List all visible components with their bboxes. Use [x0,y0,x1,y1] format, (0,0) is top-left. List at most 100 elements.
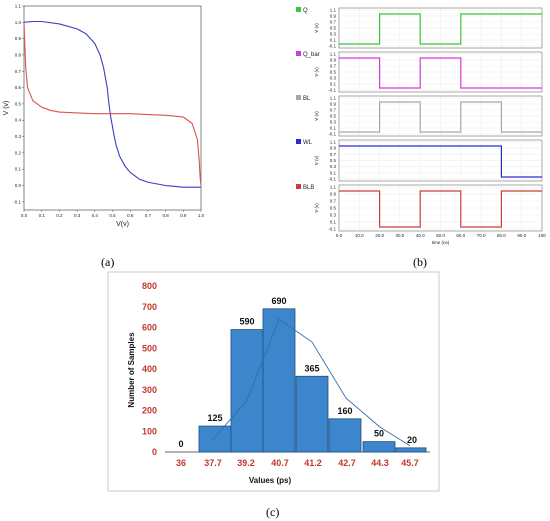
y-tick-label: 0.1 [330,38,337,43]
bar-2 [230,329,264,453]
y-tick-label: 0.1 [330,170,337,175]
y-tick-label: 0 [152,447,157,457]
y-tick-label: 0.5 [15,101,22,106]
data-label-0: 0 [178,439,183,449]
bar-4 [295,375,329,453]
data-label-3: 690 [271,296,286,306]
x-tick-label: 0.3 [74,213,81,218]
y-tick-label: 0.7 [330,64,337,69]
x-tick-label: 90.0 [517,233,526,238]
y-tick-label: 400 [142,364,157,374]
y-axis-label: V (v) [314,67,319,77]
x-tick-label: 0.4 [92,213,99,218]
y-tick-label: 0.3 [330,120,337,125]
data-label-1: 125 [207,413,222,423]
y-axis-label: V (v) [314,23,319,33]
x-tick-label: 0.9 [180,213,187,218]
x-tick-label: 30.0 [396,233,405,238]
legend-swatch-BL [296,95,301,100]
signal-trace-BLB [339,190,542,228]
y-tick-label: 0.5 [330,206,337,211]
x-tick-label: 0.1 [39,213,46,218]
legend-swatch-BLB [296,184,301,189]
y-tick-label: 0.0 [15,183,22,188]
x-tick-label: 80.0 [497,233,506,238]
y-axis-label: V (v) [314,111,319,121]
y-tick-label: 800 [142,281,157,291]
x-axis-label: time (ns) [432,240,450,245]
x-tick-label: 40.0 [416,233,425,238]
x-tick-label: 0.0 [336,233,343,238]
x-tick-label: 20.0 [375,233,384,238]
y-tick-label: 0.7 [330,199,337,204]
x-axis-label: Values (ps) [249,476,292,485]
y-tick-label: 1.1 [330,185,337,190]
y-tick-label: 0.5 [330,26,337,31]
y-tick-label: 1.1 [330,52,337,57]
x-tick-label: 36 [176,458,186,468]
panel-c-chart: 0 100 200 300 400 500 600 700 800 0 125 590 690 365 16… [107,271,440,492]
panel-label-c: (c) [266,505,279,519]
legend-label-BLB: BLB [303,185,314,191]
x-tick-label: 0.2 [56,213,63,218]
y-axis-label: V (v) [3,101,10,116]
y-tick-label: 0.1 [15,167,22,172]
y-tick-label: -0.1 [328,132,336,137]
x-tick-label: 0.6 [127,213,134,218]
bar-7 [395,447,427,453]
y-tick-label: 0.7 [330,108,337,113]
data-label-4: 365 [304,363,319,373]
bar-6 [362,441,396,453]
y-axis-label: V (v) [314,155,319,165]
x-tick-label: 41.2 [304,458,322,468]
bar-3 [262,308,296,453]
y-tick-label: 0.9 [330,146,337,151]
y-tick-label: 1.1 [330,140,337,145]
y-tick-label: 700 [142,302,157,312]
x-tick-label: 0.0 [21,213,28,218]
y-tick-label: 0.3 [330,213,337,218]
data-label-7: 20 [407,435,417,445]
x-tick-label: 0.8 [162,213,169,218]
y-tick-label: 1.1 [330,96,337,101]
y-tick-label: 1.1 [15,4,22,9]
y-tick-label: 0.9 [330,14,337,19]
y-tick-label: 100 [142,426,157,436]
y-tick-label: 0.8 [15,52,22,57]
y-axis-label: V (v) [314,203,319,213]
y-tick-label: -0.1 [328,177,336,182]
signal-trace-Q_bar [339,57,542,89]
y-tick-label: -0.1 [328,88,336,93]
legend-swatch-Q [296,7,301,12]
x-tick-label: 70.0 [477,233,486,238]
panel-label-b: (b) [413,255,427,269]
y-tick-label: 0.9 [330,102,337,107]
y-axis-label: Number of Samples [127,332,136,408]
legend-label-Q_bar: Q_bar [303,52,320,58]
signal-trace-WL [339,145,542,178]
y-tick-label: 500 [142,343,157,353]
data-label-2: 590 [239,317,254,327]
y-tick-label: -0.1 [328,227,336,232]
y-tick-label: 0.9 [330,192,337,197]
signal-trace-BL [339,101,542,133]
x-tick-label: 0.7 [145,213,152,218]
y-tick-label: 0.9 [15,36,22,41]
y-tick-label: 1.1 [330,8,337,13]
x-tick-label: 40.7 [271,458,289,468]
x-tick-label: 100 [538,233,546,238]
y-tick-label: 300 [142,385,157,395]
panel-label-a: (a) [101,255,114,269]
y-tick-label: 0.3 [330,76,337,81]
y-tick-label: -0.1 [13,199,21,204]
y-tick-label: 200 [142,406,157,416]
y-tick-label: 0.7 [330,20,337,25]
y-tick-label: 0.5 [330,70,337,75]
plot-frame [23,5,202,211]
panel-b-chart: 1.10.90.70.50.30.1-0.1QV (v)1.10.90.70.5… [296,7,546,245]
x-tick-label: 42.7 [338,458,356,468]
x-tick-label: 50.0 [436,233,445,238]
y-tick-label: 0.7 [15,69,22,74]
x-tick-label: 1.0 [198,213,205,218]
